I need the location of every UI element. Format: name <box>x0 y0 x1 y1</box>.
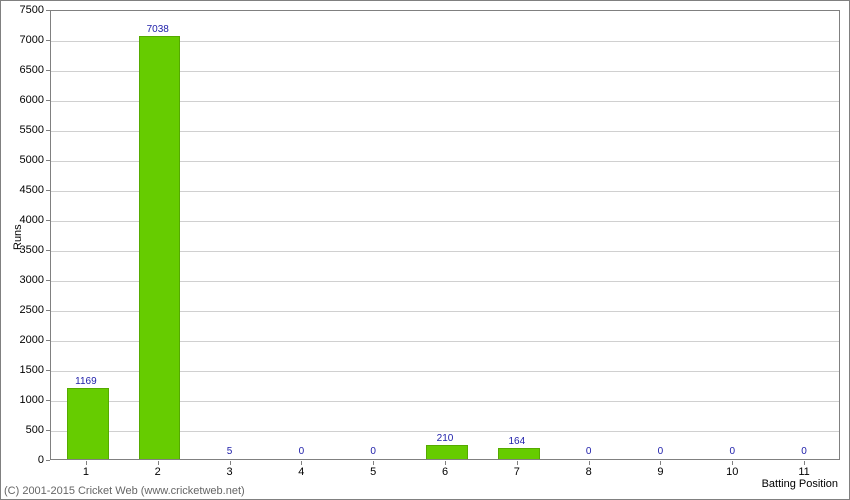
x-tick-mark <box>804 461 805 465</box>
x-tick-mark <box>158 461 159 465</box>
bar-value-label: 164 <box>492 436 542 447</box>
bar-value-label: 0 <box>779 446 829 457</box>
x-tick-mark <box>517 461 518 465</box>
plot-area <box>50 10 840 460</box>
y-tick-label: 2000 <box>4 334 44 346</box>
y-tick-label: 4000 <box>4 214 44 226</box>
y-tick-mark <box>46 400 50 401</box>
y-tick-label: 5000 <box>4 154 44 166</box>
bar-value-label: 7038 <box>133 24 183 35</box>
y-tick-mark <box>46 220 50 221</box>
bar-value-label: 0 <box>348 446 398 457</box>
bar <box>67 388 109 459</box>
x-tick-label: 4 <box>286 466 316 478</box>
x-tick-mark <box>373 461 374 465</box>
y-axis-label: Runs <box>12 224 24 250</box>
y-tick-mark <box>46 340 50 341</box>
x-tick-mark <box>445 461 446 465</box>
y-tick-label: 1500 <box>4 364 44 376</box>
bar <box>426 445 468 459</box>
x-tick-mark <box>230 461 231 465</box>
y-tick-label: 0 <box>4 454 44 466</box>
y-tick-mark <box>46 190 50 191</box>
y-tick-mark <box>46 70 50 71</box>
x-tick-label: 5 <box>358 466 388 478</box>
x-tick-label: 6 <box>430 466 460 478</box>
y-tick-mark <box>46 100 50 101</box>
bar-value-label: 0 <box>707 446 757 457</box>
y-tick-mark <box>46 10 50 11</box>
y-tick-mark <box>46 130 50 131</box>
y-tick-mark <box>46 460 50 461</box>
x-axis-label: Batting Position <box>762 478 838 490</box>
x-tick-label: 11 <box>789 466 819 478</box>
y-tick-label: 500 <box>4 424 44 436</box>
y-tick-mark <box>46 310 50 311</box>
x-tick-label: 3 <box>215 466 245 478</box>
copyright-text: (C) 2001-2015 Cricket Web (www.cricketwe… <box>4 485 245 497</box>
bar <box>139 36 181 459</box>
y-tick-label: 7000 <box>4 34 44 46</box>
bar-value-label: 1169 <box>61 376 111 387</box>
x-tick-mark <box>86 461 87 465</box>
bar-value-label: 0 <box>564 446 614 457</box>
y-tick-label: 2500 <box>4 304 44 316</box>
y-tick-label: 6500 <box>4 64 44 76</box>
x-tick-label: 2 <box>143 466 173 478</box>
y-tick-mark <box>46 430 50 431</box>
x-tick-label: 8 <box>574 466 604 478</box>
x-tick-label: 1 <box>71 466 101 478</box>
y-tick-label: 3000 <box>4 274 44 286</box>
y-tick-label: 4500 <box>4 184 44 196</box>
x-tick-mark <box>660 461 661 465</box>
y-tick-label: 5500 <box>4 124 44 136</box>
y-tick-mark <box>46 280 50 281</box>
x-tick-mark <box>732 461 733 465</box>
bar-value-label: 210 <box>420 433 470 444</box>
x-tick-mark <box>301 461 302 465</box>
x-tick-label: 10 <box>717 466 747 478</box>
y-tick-mark <box>46 250 50 251</box>
bar-value-label: 0 <box>276 446 326 457</box>
y-tick-mark <box>46 370 50 371</box>
y-tick-mark <box>46 40 50 41</box>
x-tick-label: 7 <box>502 466 532 478</box>
y-tick-label: 3500 <box>4 244 44 256</box>
bar-value-label: 5 <box>205 446 255 457</box>
bar <box>498 448 540 459</box>
y-tick-mark <box>46 160 50 161</box>
x-tick-mark <box>589 461 590 465</box>
x-tick-label: 9 <box>645 466 675 478</box>
y-tick-label: 6000 <box>4 94 44 106</box>
bar-value-label: 0 <box>635 446 685 457</box>
y-tick-label: 1000 <box>4 394 44 406</box>
y-tick-label: 7500 <box>4 4 44 16</box>
